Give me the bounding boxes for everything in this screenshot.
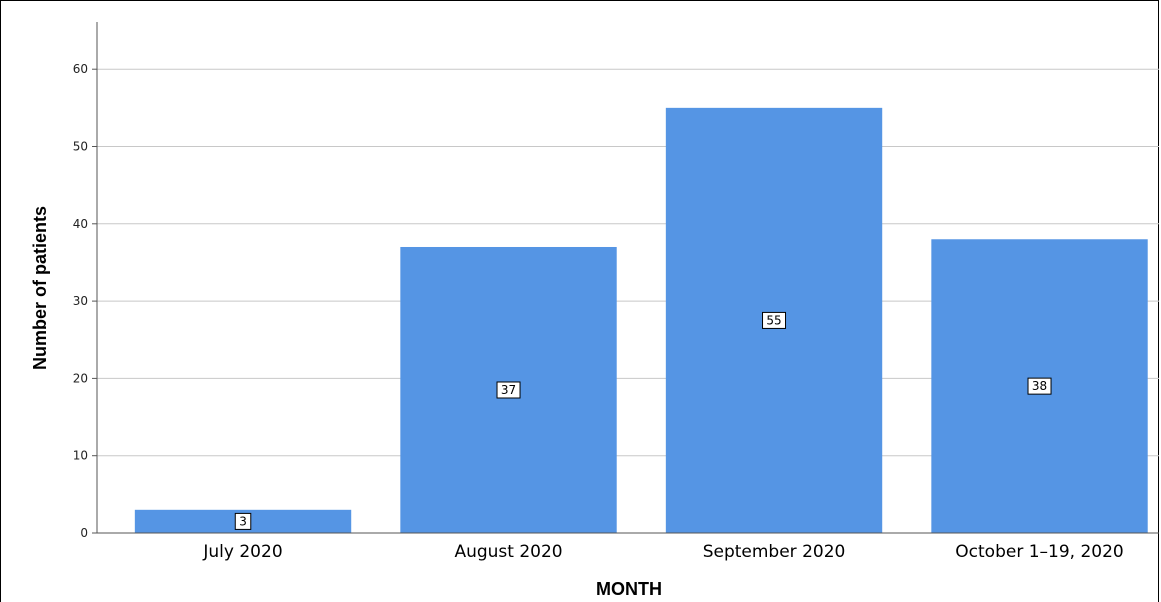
y-tick-label: 30 — [73, 294, 88, 308]
y-tick-label: 20 — [73, 371, 88, 385]
x-axis-title: MONTH — [596, 579, 662, 599]
y-tick-label: 0 — [80, 526, 88, 540]
data-label: 55 — [766, 313, 781, 327]
y-tick-label: 40 — [73, 217, 88, 231]
data-labels: 3 37 55 38 — [234, 311, 1052, 530]
x-tick-label: September 2020 — [703, 542, 846, 562]
x-tick-labels: July 2020 August 2020 September 2020 Octobe… — [202, 542, 1123, 562]
gridlines — [92, 68, 1159, 534]
y-tick-labels: 0 10 20 30 40 50 60 — [73, 62, 88, 540]
data-label-box — [234, 512, 252, 530]
data-label-box — [762, 311, 787, 329]
y-tick-label: 50 — [73, 140, 88, 154]
bars — [134, 107, 1148, 534]
y-tick-label: 60 — [73, 62, 88, 76]
axes — [96, 22, 1159, 534]
y-tick-label: 10 — [73, 449, 88, 463]
data-label: 38 — [1032, 379, 1047, 393]
x-tick-label: August 2020 — [454, 542, 562, 562]
data-label: 37 — [501, 383, 516, 397]
x-tick-label: October 1–19, 2020 — [955, 542, 1123, 562]
data-label: 3 — [239, 514, 247, 528]
y-axis-title: Number of patients — [30, 206, 50, 370]
data-label-box — [496, 381, 521, 399]
data-label-box — [1027, 377, 1052, 395]
x-tick-label: July 2020 — [202, 542, 282, 562]
